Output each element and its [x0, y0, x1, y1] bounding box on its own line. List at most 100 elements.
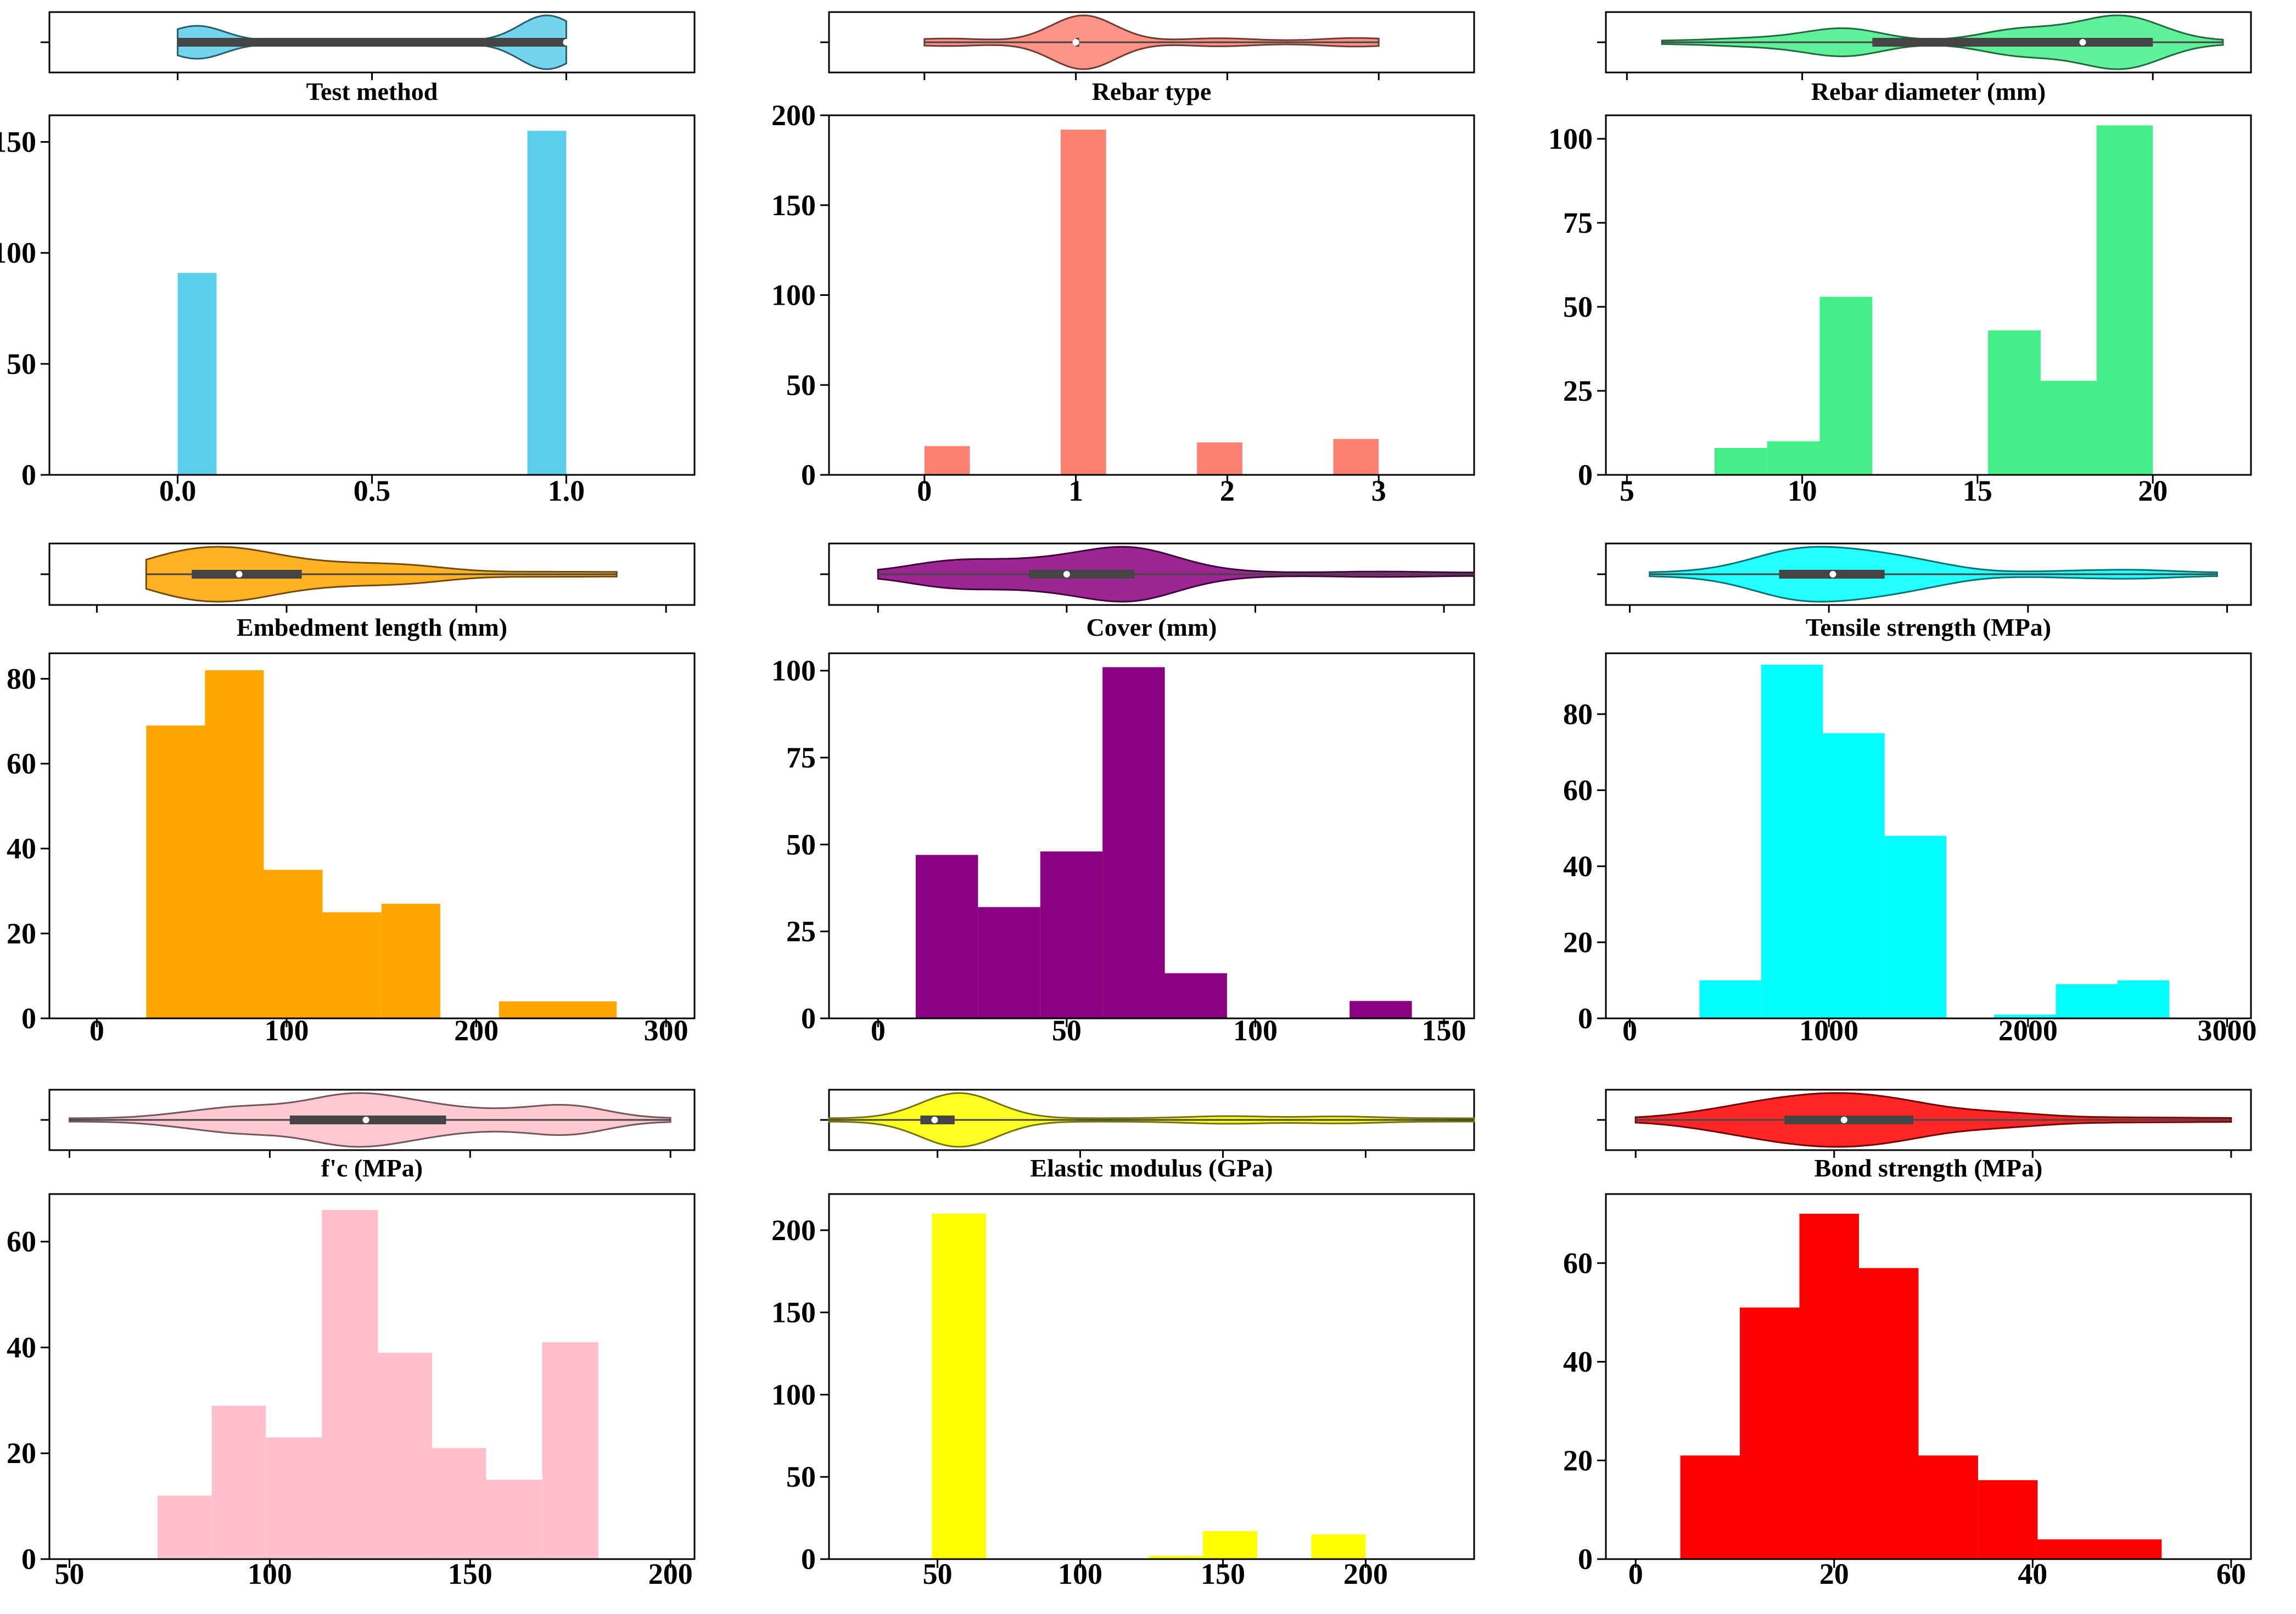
histogram-bar — [177, 273, 217, 475]
panel-7: Elastic modulus (GPa) 0 50 100 150 200 50 100 15… — [771, 1089, 1475, 1590]
x-tick-label: 200 — [1343, 1557, 1388, 1590]
y-tick-label: 200 — [771, 1214, 816, 1247]
histogram-bar — [1102, 667, 1165, 1018]
y-tick-label: 150 — [771, 189, 816, 222]
y-tick-label: 0 — [801, 458, 816, 491]
histogram-bar — [486, 1480, 542, 1559]
y-tick-label: 20 — [1563, 1444, 1593, 1477]
histogram-bar — [146, 725, 205, 1018]
y-tick-label: 60 — [1563, 1247, 1593, 1280]
y-tick-label: 60 — [7, 747, 36, 780]
y-tick-label: 40 — [7, 832, 36, 865]
x-tick-label: 2000 — [1998, 1014, 2058, 1047]
histogram-frame — [828, 1193, 1475, 1560]
x-tick-label: 50 — [54, 1557, 84, 1590]
y-tick-label: 0 — [1578, 458, 1593, 491]
histogram-frame — [1605, 1193, 2252, 1560]
panel-5: Tensile strength (MPa) 0 20 40 60 80 0 1000 2000… — [1563, 542, 2256, 1047]
histogram-bar — [499, 1001, 617, 1018]
violin-iqr-box — [1029, 570, 1135, 579]
variable-label: Rebar type — [1092, 77, 1212, 105]
y-tick-label: 150 — [771, 1296, 816, 1329]
histogram-bar — [1761, 664, 1823, 1018]
histogram-bar — [378, 1353, 432, 1559]
x-tick-label: 100 — [248, 1557, 292, 1590]
histogram-bar — [1859, 1268, 1919, 1559]
histogram-bar — [2037, 1539, 2162, 1559]
histogram-bar — [1823, 733, 1885, 1018]
x-tick-label: 100 — [1058, 1557, 1102, 1590]
histogram-bar — [1680, 1455, 1740, 1559]
violin-iqr-box — [1872, 38, 2153, 47]
x-tick-label: 3 — [1371, 474, 1386, 507]
histogram-bar — [1978, 1480, 2038, 1559]
histogram-bar — [1061, 130, 1106, 475]
x-tick-label: 50 — [1052, 1014, 1082, 1047]
x-tick-label: 200 — [454, 1014, 499, 1047]
y-tick-label: 200 — [771, 99, 816, 132]
violin-median-dot — [1072, 39, 1079, 46]
variable-label: f'c (MPa) — [321, 1154, 423, 1182]
histogram-bar — [1149, 1556, 1203, 1559]
y-tick-label: 40 — [1563, 1346, 1593, 1378]
histogram-bar — [1884, 836, 1947, 1018]
histogram-bar — [1040, 851, 1103, 1018]
histogram-bar — [432, 1448, 486, 1559]
histogram-bar — [1740, 1307, 1800, 1559]
histogram-bar — [978, 907, 1040, 1018]
histogram-bar — [1311, 1534, 1366, 1559]
histogram-bar — [1918, 1455, 1978, 1559]
y-tick-label: 0 — [21, 1543, 36, 1576]
histogram-bar — [1699, 980, 1761, 1018]
violin-iqr-box — [192, 570, 302, 579]
x-tick-label: 0.0 — [159, 474, 197, 507]
x-tick-label: 0 — [1622, 1014, 1637, 1047]
panel-2: Rebar diameter (mm) 0 25 50 75 100 5 10 15 20 — [1548, 11, 2252, 507]
x-tick-label: 1.0 — [548, 474, 585, 507]
y-tick-label: 40 — [1563, 850, 1593, 883]
violin-median-dot — [236, 571, 243, 578]
x-tick-label: 200 — [648, 1557, 693, 1590]
y-tick-label: 60 — [1563, 774, 1593, 806]
violin-iqr-box — [1784, 1116, 1914, 1124]
y-tick-label: 80 — [7, 662, 36, 695]
histogram-bar — [1994, 1015, 2056, 1018]
violin-median-dot — [1063, 571, 1070, 578]
violin-iqr-box — [177, 38, 567, 47]
y-tick-label: 75 — [1563, 206, 1593, 239]
histogram-frame — [48, 1193, 696, 1560]
y-tick-label: 50 — [786, 1460, 816, 1493]
y-tick-label: 20 — [7, 1437, 36, 1470]
histogram-bar — [1333, 439, 1379, 475]
y-tick-label: 0 — [801, 1543, 816, 1576]
histogram-bar — [2056, 984, 2118, 1018]
violin-median-dot — [563, 39, 570, 46]
violin-median-dot — [931, 1117, 938, 1123]
y-tick-label: 150 — [0, 126, 36, 159]
histogram-bar — [1203, 1531, 1257, 1559]
x-tick-label: 1 — [1068, 474, 1083, 507]
histogram-bar — [1197, 442, 1242, 475]
variable-label: Embedment length (mm) — [237, 613, 507, 641]
histogram-bar — [381, 904, 440, 1018]
x-tick-label: 0 — [917, 474, 932, 507]
panel-3: Embedment length (mm) 0 20 40 60 80 0 100 200 300 — [7, 542, 696, 1047]
violin-median-dot — [362, 1117, 369, 1123]
histogram-bar — [322, 912, 382, 1018]
x-tick-label: 100 — [1233, 1014, 1278, 1047]
y-tick-label: 75 — [786, 741, 816, 774]
x-tick-label: 5 — [1620, 474, 1634, 507]
histogram-bar — [2118, 980, 2170, 1018]
y-tick-label: 60 — [7, 1225, 36, 1258]
y-tick-label: 0 — [21, 1002, 36, 1035]
x-tick-label: 0 — [1628, 1557, 1643, 1590]
y-tick-label: 0 — [1578, 1002, 1593, 1035]
y-tick-label: 20 — [7, 917, 36, 950]
x-tick-label: 3000 — [2197, 1014, 2256, 1047]
histogram-bar — [205, 670, 264, 1018]
y-tick-label: 0 — [21, 458, 36, 491]
x-tick-label: 40 — [2018, 1557, 2047, 1590]
histogram-bar — [266, 1437, 322, 1559]
y-tick-label: 0 — [801, 1002, 816, 1035]
